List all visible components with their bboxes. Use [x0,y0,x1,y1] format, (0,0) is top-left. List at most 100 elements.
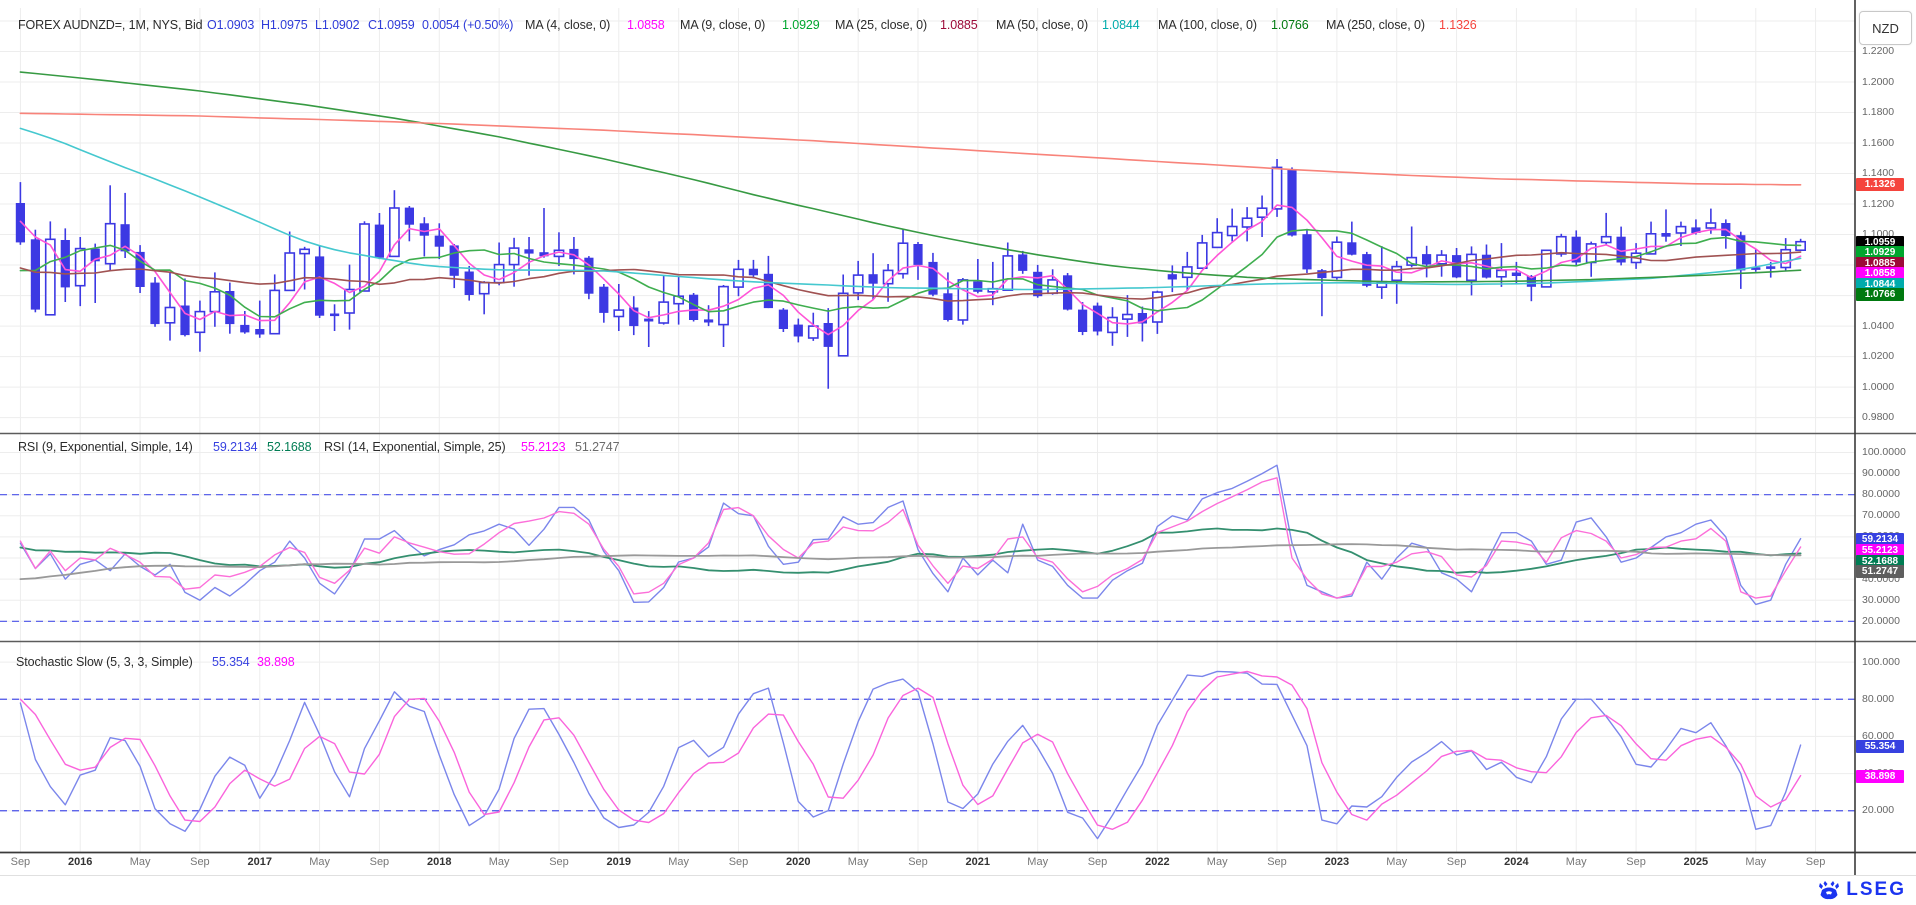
candle-body-Feb-2023[interactable] [1347,242,1357,255]
candle-body-Jul-2019[interactable] [704,319,714,323]
candle-body-Sep-2019[interactable] [733,268,744,288]
candle-body-Jun-2022[interactable] [1226,225,1238,237]
candle-body-Feb-2017[interactable] [269,289,281,335]
candle-body-Oct-2017[interactable] [388,207,400,258]
candle-body-Sep-2021[interactable] [1092,305,1103,332]
candle-body-Jun-2025[interactable] [1766,266,1776,269]
candle-body-Feb-2019[interactable] [629,307,639,327]
candle-body-Sep-2022[interactable] [1271,166,1283,210]
candle-body-Dec-2018[interactable] [599,286,609,313]
candle-body-Jan-2022[interactable] [1152,291,1163,323]
candle-body-Mar-2021[interactable] [1002,255,1014,291]
rsi14-legend-label[interactable]: RSI (14, Exponential, Simple, 25) [324,440,506,454]
candle-body-Sep-2023[interactable] [1452,255,1462,278]
candle-body-Apr-2024[interactable] [1555,235,1567,255]
candle-body-Apr-2022[interactable] [1196,242,1208,269]
candle-body-Oct-2024[interactable] [1645,233,1657,255]
candle-body-May-2025[interactable] [1751,267,1761,270]
candle-body-Oct-2015[interactable] [30,239,40,310]
candle-body-Jan-2024[interactable] [1511,272,1521,277]
candle-body-Jul-2016[interactable] [164,306,176,324]
candle-body-Apr-2025[interactable] [1736,235,1746,271]
rsi9-legend-label[interactable]: RSI (9, Exponential, Simple, 14) [18,440,193,454]
candle-body-Oct-2022[interactable] [1287,169,1297,236]
candle-body-Nov-2022[interactable] [1302,234,1312,270]
candle-body-Jan-2016[interactable] [74,247,86,287]
candle-body-Dec-2024[interactable] [1675,225,1687,234]
candle-body-Mar-2018[interactable] [464,271,474,296]
candle-body-Sep-2016[interactable] [194,310,206,334]
ma-legend-label[interactable]: MA (100, close, 0) [1158,18,1257,32]
candle-body-Aug-2023[interactable] [1436,254,1447,265]
candle-body-Jul-2018[interactable] [524,249,534,254]
candle-body-Jan-2020[interactable] [793,324,803,337]
candle-body-Dec-2019[interactable] [778,309,788,329]
candle-body-Nov-2017[interactable] [404,207,414,225]
candle-body-Sep-2015[interactable] [15,203,25,243]
candle-body-Jan-2023[interactable] [1331,241,1343,279]
candle-body-Feb-2022[interactable] [1167,274,1177,280]
candle-body-Oct-2019[interactable] [748,268,758,276]
candle-body-Jul-2022[interactable] [1241,217,1253,228]
candle-body-Jan-2021[interactable] [973,281,983,292]
candle-body-Aug-2021[interactable] [1078,309,1088,332]
candle-body-Nov-2019[interactable] [763,273,773,309]
candle-body-Dec-2016[interactable] [240,324,250,333]
candle-body-Oct-2020[interactable] [928,261,938,295]
candle-body-Jan-2018[interactable] [434,235,444,247]
candle-body-Feb-2020[interactable] [807,325,819,339]
candle-body-May-2020[interactable] [852,274,864,294]
candle-body-Nov-2015[interactable] [44,238,56,316]
candle-body-Nov-2024[interactable] [1661,233,1671,237]
ma-legend-label[interactable]: MA (250, close, 0) [1326,18,1425,32]
candle-body-Jan-2019[interactable] [613,309,625,318]
candle-body-Aug-2024[interactable] [1616,236,1626,263]
candle-body-May-2017[interactable] [315,256,325,316]
ma-legend-label[interactable]: MA (50, close, 0) [996,18,1089,32]
candle-body-Oct-2016[interactable] [209,290,221,313]
candle-body-Feb-2018[interactable] [449,245,459,276]
candle-body-Nov-2021[interactable] [1122,313,1133,320]
candle-body-Sep-2017[interactable] [374,224,384,258]
stoch-legend-label[interactable]: Stochastic Slow (5, 3, 3, Simple) [16,655,193,669]
candle-body-Jun-2016[interactable] [150,282,160,325]
candle-body-May-2023[interactable] [1391,265,1403,282]
candle-body-Jun-2017[interactable] [330,313,340,317]
candle-body-Aug-2022[interactable] [1256,207,1268,218]
candle-body-Jul-2023[interactable] [1422,254,1432,265]
candle-body-Apr-2018[interactable] [478,281,490,295]
candle-body-Jan-2025[interactable] [1691,227,1701,233]
candle-body-May-2024[interactable] [1571,236,1581,263]
candle-body-Jun-2020[interactable] [868,274,878,284]
candle-body-Nov-2016[interactable] [225,291,235,325]
candle-body-May-2022[interactable] [1211,231,1223,249]
ma-legend-label[interactable]: MA (25, close, 0) [835,18,928,32]
candle-body-Apr-2017[interactable] [299,248,310,255]
instrument-title[interactable]: FOREX AUDNZD=, 1M, NYS, Bid [18,18,203,32]
candle-body-Dec-2015[interactable] [60,240,70,288]
candle-body-Apr-2021[interactable] [1018,254,1028,271]
candle-body-Mar-2019[interactable] [644,318,654,322]
candles-layer[interactable] [15,159,1806,389]
candle-body-Feb-2025[interactable] [1705,222,1717,229]
candle-body-Dec-2017[interactable] [419,223,429,236]
candle-body-Dec-2022[interactable] [1317,270,1327,279]
candle-body-Feb-2016[interactable] [90,248,100,262]
candle-body-Nov-2018[interactable] [584,257,594,294]
candle-body-Aug-2020[interactable] [897,242,909,275]
candle-body-Dec-2021[interactable] [1137,313,1147,324]
candle-body-Aug-2016[interactable] [180,305,190,336]
candle-body-Jul-2024[interactable] [1600,235,1612,244]
candle-body-Apr-2016[interactable] [120,224,130,252]
currency-axis-button[interactable]: NZD [1859,11,1912,45]
candle-body-Jun-2018[interactable] [508,247,520,266]
candle-body-Mar-2017[interactable] [284,252,296,292]
ma-legend-label[interactable]: MA (9, close, 0) [680,18,766,32]
candle-body-Nov-2020[interactable] [943,293,953,320]
candle-body-Aug-2017[interactable] [359,223,370,292]
candle-body-Jun-2019[interactable] [689,294,699,320]
candle-body-Apr-2019[interactable] [658,301,670,324]
candle-body-Jul-2025[interactable] [1780,248,1792,269]
candle-body-Dec-2023[interactable] [1496,269,1507,278]
